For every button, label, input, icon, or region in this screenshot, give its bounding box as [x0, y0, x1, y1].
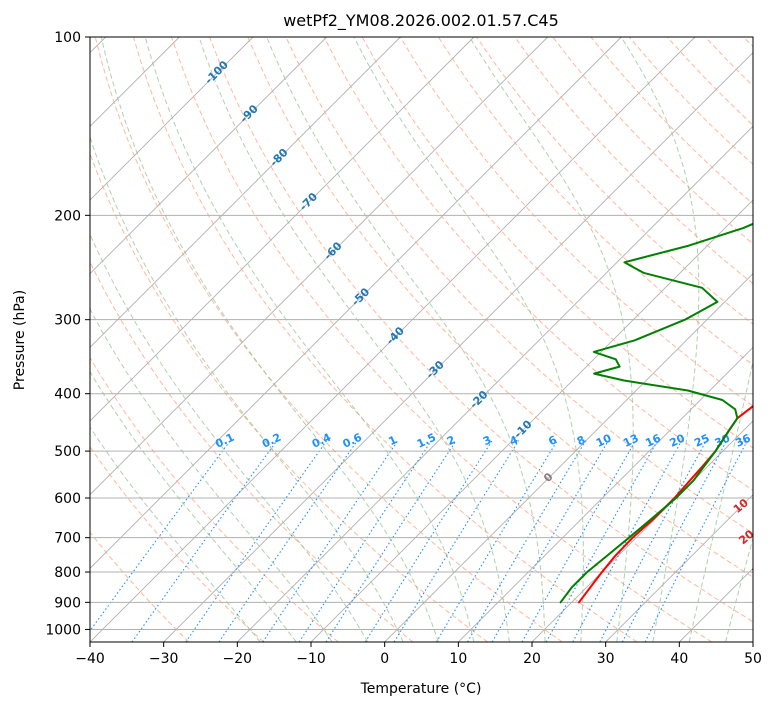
isotherm-line — [237, 125, 753, 642]
dry-adiabat-label: 30 — [750, 558, 770, 578]
mixing-ratio-line — [572, 440, 683, 642]
x-tick-label: −20 — [223, 651, 253, 667]
reference-lines — [90, 37, 753, 642]
mixing-ratio-label: 16 — [643, 431, 663, 449]
mixing-ratio-line — [467, 440, 587, 642]
dry-adiabat-line — [90, 152, 488, 642]
mixing-ratio-label: 10 — [594, 431, 614, 449]
isotherm-line — [90, 37, 401, 348]
isotherm-line — [384, 273, 753, 642]
y-axis: 100 200 300 400 500 600 700 800 900 1000 — [45, 30, 90, 638]
moist-adiabat-line — [90, 370, 297, 642]
isotherm-line — [163, 52, 753, 642]
mixing-ratio-line — [491, 440, 609, 642]
x-tick-label: 20 — [523, 651, 541, 667]
mixing-ratio-line — [644, 440, 748, 642]
dewpoint-profile-line — [559, 222, 753, 604]
dry-adiabat-line — [90, 260, 414, 642]
y-tick-label: 500 — [54, 444, 81, 460]
x-tick-label: 30 — [597, 651, 615, 667]
dry-adiabat-line — [132, 37, 638, 642]
chart-title: wetPf2_YM08.2026.002.01.57.C45 — [283, 11, 559, 31]
x-tick-label: 40 — [670, 651, 688, 667]
y-tick-label: 700 — [54, 531, 81, 547]
x-tick-label: 0 — [380, 651, 389, 667]
profile-series — [559, 222, 753, 604]
y-tick-label: 1000 — [45, 622, 81, 638]
isotherm-line — [90, 37, 327, 275]
moist-adiabat-line — [469, 37, 634, 642]
dry-adiabat-line — [514, 37, 753, 285]
y-tick-label: 200 — [54, 208, 81, 224]
mixing-ratio-line — [298, 440, 432, 642]
mixing-ratio-line — [521, 440, 637, 642]
moist-adiabat-line — [620, 37, 700, 642]
dry-adiabat-line — [361, 37, 753, 449]
mixing-ratio-line — [185, 440, 328, 642]
moist-adiabat-line — [90, 232, 369, 642]
isotherm-line — [605, 494, 753, 642]
mixing-ratio-line — [325, 440, 457, 642]
dry-adiabat-line — [247, 37, 753, 578]
isotherm-line — [531, 420, 753, 642]
y-tick-label: 900 — [54, 595, 81, 611]
mixing-ratio-line — [131, 440, 278, 642]
moist-adiabat-line — [266, 37, 546, 642]
moist-adiabat-line — [90, 135, 404, 642]
mixing-ratio-line — [393, 440, 520, 642]
dry-adiabat-line — [90, 531, 190, 642]
moist-adiabat-line — [198, 37, 510, 642]
x-tick-label: 50 — [744, 651, 762, 667]
mixing-ratio-line — [90, 440, 231, 632]
pressure-grid — [90, 37, 753, 630]
x-tick-label: 10 — [449, 651, 467, 667]
mixing-ratio-line — [435, 440, 558, 642]
y-tick-label: 600 — [54, 491, 81, 507]
dry-adiabat-line — [209, 37, 753, 623]
dry-adiabat-line — [437, 37, 753, 366]
mixing-ratio-label: 25 — [692, 432, 711, 450]
dry-adiabat-line — [90, 446, 264, 642]
y-tick-label: 300 — [54, 313, 81, 329]
dry-adiabat-line — [94, 37, 563, 642]
moist-adiabat-line — [144, 37, 475, 642]
isotherm-line — [90, 37, 254, 201]
isotherm-line — [90, 37, 696, 642]
mixing-ratio-label: 13 — [621, 432, 640, 450]
x-axis: −40 −30 −20 −10 0 10 20 30 40 50 — [75, 642, 762, 667]
dry-adiabat-line — [171, 37, 712, 642]
mixing-ratio-line — [545, 440, 659, 642]
moist-adiabat-line — [90, 308, 333, 642]
y-tick-label: 400 — [54, 387, 81, 403]
dry-adiabat-line — [323, 37, 753, 491]
moist-adiabat-line — [688, 358, 753, 642]
y-tick-label: 100 — [54, 30, 81, 46]
moist-adiabat-line — [100, 37, 439, 642]
isotherm-line — [90, 37, 622, 569]
dry-adiabat-line — [285, 37, 753, 535]
temperature-profile-line — [578, 404, 753, 604]
mixing-ratio-line — [364, 440, 493, 642]
x-tick-label: −30 — [149, 651, 179, 667]
y-tick-label: 800 — [54, 565, 81, 581]
dry-adiabat-line — [399, 37, 753, 407]
x-tick-label: −10 — [296, 651, 326, 667]
plot-frame — [89, 36, 754, 643]
isotherm-line — [458, 346, 753, 642]
isotherm-line — [90, 37, 548, 496]
x-axis-label: Temperature (°C) — [360, 681, 482, 697]
isotherm-line — [90, 37, 475, 422]
mixing-ratio-label: 36 — [733, 431, 753, 449]
mixing-ratio-line — [262, 440, 399, 642]
dry-adiabat-line — [90, 356, 339, 642]
x-tick-label: −40 — [75, 651, 105, 667]
mixing-ratio-label: 20 — [668, 431, 688, 449]
y-axis-label: Pressure (hPa) — [12, 290, 28, 390]
